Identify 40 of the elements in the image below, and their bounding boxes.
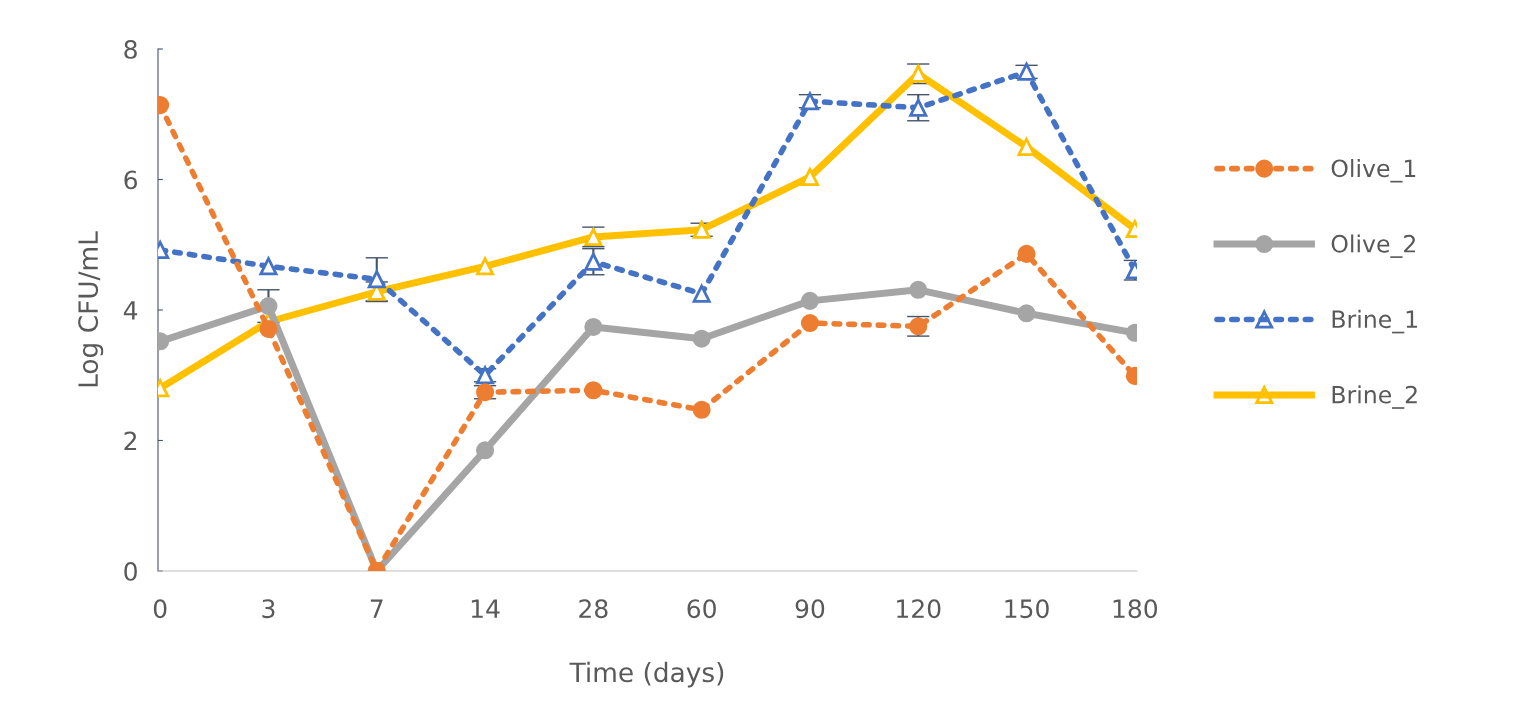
- legend-label: Olive_1: [1331, 158, 1416, 183]
- point: [584, 317, 603, 336]
- point: [476, 257, 495, 276]
- x-tick-label: 14: [471, 599, 500, 618]
- x-tick-label: 3: [262, 599, 275, 619]
- y-tick-label: 0: [124, 561, 137, 581]
- point: [800, 291, 819, 310]
- y-tick-label: 2: [124, 431, 137, 450]
- x-tick-label: 180: [1113, 599, 1158, 619]
- point: [692, 400, 711, 419]
- point: [259, 319, 278, 338]
- y-tick-label: 6: [124, 170, 137, 190]
- point: [259, 297, 278, 316]
- x-tick-label: 120: [897, 599, 941, 619]
- x-tick-label: 0: [153, 599, 167, 619]
- x-tick-label: 28: [579, 599, 608, 619]
- y-axis-title: Log CFU/mL: [78, 231, 104, 387]
- point: [1017, 304, 1036, 323]
- point: [584, 252, 603, 271]
- x-tick-label: 150: [1005, 599, 1049, 619]
- point: [800, 314, 819, 333]
- legend-label: Olive_2: [1331, 234, 1415, 258]
- point: [367, 270, 386, 289]
- point: [692, 284, 711, 303]
- point: [800, 167, 819, 186]
- legend-label: Brine_1: [1332, 309, 1417, 334]
- x-axis-title: Time (days): [569, 661, 724, 688]
- x-tick-label: 60: [687, 599, 716, 619]
- x-tick-label: 7: [370, 599, 383, 618]
- point: [584, 381, 603, 400]
- point: [259, 257, 278, 276]
- point: [1017, 244, 1036, 263]
- point: [909, 280, 928, 299]
- point: [476, 441, 495, 460]
- legend-label: Brine_2: [1332, 385, 1417, 409]
- x-tick-label: 90: [795, 599, 825, 619]
- y-tick-label: 4: [123, 301, 138, 320]
- point: [692, 329, 711, 348]
- y-tick-label: 8: [124, 39, 137, 59]
- point: [909, 98, 928, 117]
